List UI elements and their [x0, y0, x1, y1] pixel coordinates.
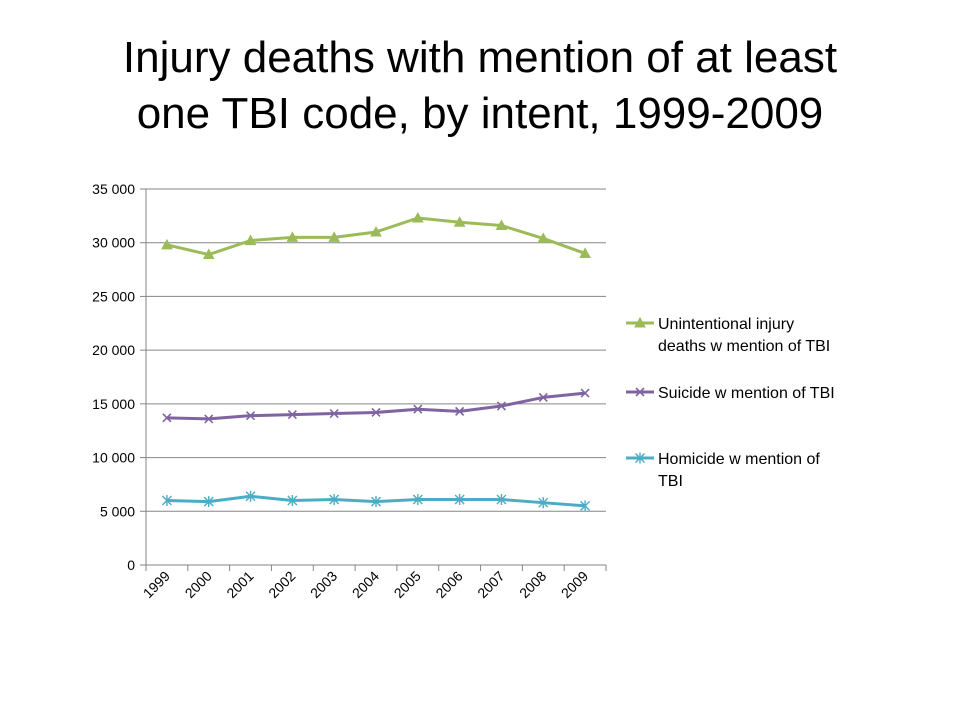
data-point: [453, 216, 466, 227]
data-point: [411, 211, 424, 223]
x-tick-label: 1999: [140, 568, 173, 601]
data-point: [287, 495, 298, 507]
legend-item-0: Unintentional injury deaths w mention of …: [626, 316, 830, 355]
data-point: [287, 410, 297, 420]
legend-label: Suicide w mention of TBI: [658, 385, 835, 402]
data-point: [161, 238, 173, 250]
data-point: [537, 232, 550, 243]
data-point: [538, 392, 548, 402]
data-point: [580, 388, 590, 398]
legend-label: TBI: [658, 473, 683, 490]
data-point: [202, 248, 215, 260]
legend-label: Homicide w mention of: [658, 451, 820, 468]
data-point: [579, 247, 591, 258]
series-2: [161, 490, 591, 512]
legend-swatch-marker: [635, 387, 645, 397]
data-point: [162, 413, 172, 423]
data-point: [245, 490, 256, 502]
series-layer: [161, 211, 591, 512]
legend-label: deaths w mention of TBI: [658, 338, 830, 355]
data-point: [245, 411, 256, 421]
y-tick-label: 35 000: [92, 181, 135, 197]
y-tick-label: 0: [127, 557, 135, 573]
data-point: [286, 231, 299, 242]
x-tick-label: 2000: [182, 568, 215, 601]
legend-item-1: Suicide w mention of TBI: [626, 385, 835, 402]
data-point: [454, 493, 465, 505]
x-tick-label: 2009: [558, 568, 591, 601]
data-point: [413, 404, 423, 414]
data-point: [371, 496, 381, 508]
legend: Unintentional injury deaths w mention of …: [626, 316, 835, 490]
x-tick-labels: 1999 2000 2001 2002 2003 2004 2005 2006 2007 2008…: [140, 568, 592, 601]
axes: [140, 188, 607, 571]
data-point: [495, 219, 508, 231]
legend-label: Unintentional injury: [658, 316, 794, 333]
y-tick-labels: 0 5 000 10 000 15 000 20 000 25 000 30 000 35 0…: [92, 181, 135, 573]
title-line-2: one TBI code, by intent, 1999-2009: [136, 89, 824, 138]
title-line-1: Injury deaths with mention of at least: [122, 33, 838, 82]
data-point: [371, 407, 381, 418]
data-point: [329, 408, 339, 419]
data-point: [370, 225, 382, 237]
y-tick-label: 25 000: [92, 288, 135, 304]
y-tick-label: 15 000: [92, 396, 135, 412]
legend-item-2: Homicide w mention of TBI: [626, 451, 820, 490]
y-tick-label: 10 000: [92, 450, 135, 466]
legend-swatch-marker: [635, 452, 645, 464]
gridlines: [146, 188, 606, 512]
y-tick-label: 5 000: [100, 503, 135, 519]
y-tick-label: 30 000: [92, 235, 135, 251]
data-point: [244, 234, 257, 246]
data-point: [538, 497, 549, 509]
x-tick-label: 2001: [223, 568, 256, 601]
data-point: [496, 401, 507, 411]
x-tick-label: 2002: [265, 568, 298, 601]
data-point: [455, 406, 465, 416]
data-point: [580, 500, 591, 512]
x-tick-label: 2008: [516, 568, 549, 601]
slide-title: Injury deaths with mention of at least o…: [40, 30, 920, 142]
x-tick-label: 2004: [349, 568, 382, 601]
data-point: [204, 414, 214, 424]
data-point: [328, 231, 341, 242]
x-tick-label: 2003: [307, 568, 340, 601]
x-tick-label: 2005: [391, 568, 424, 601]
data-point: [203, 496, 214, 508]
data-point: [496, 493, 507, 505]
x-tick-label: 2007: [474, 568, 507, 601]
x-tick-label: 2006: [432, 568, 465, 601]
legend-swatch-marker: [634, 316, 646, 328]
data-point: [161, 495, 172, 507]
data-point: [329, 493, 340, 505]
series-0: [161, 211, 591, 260]
data-point: [412, 493, 423, 505]
y-tick-label: 20 000: [92, 342, 135, 358]
series-1: [162, 388, 590, 424]
series-line: [166, 391, 586, 421]
